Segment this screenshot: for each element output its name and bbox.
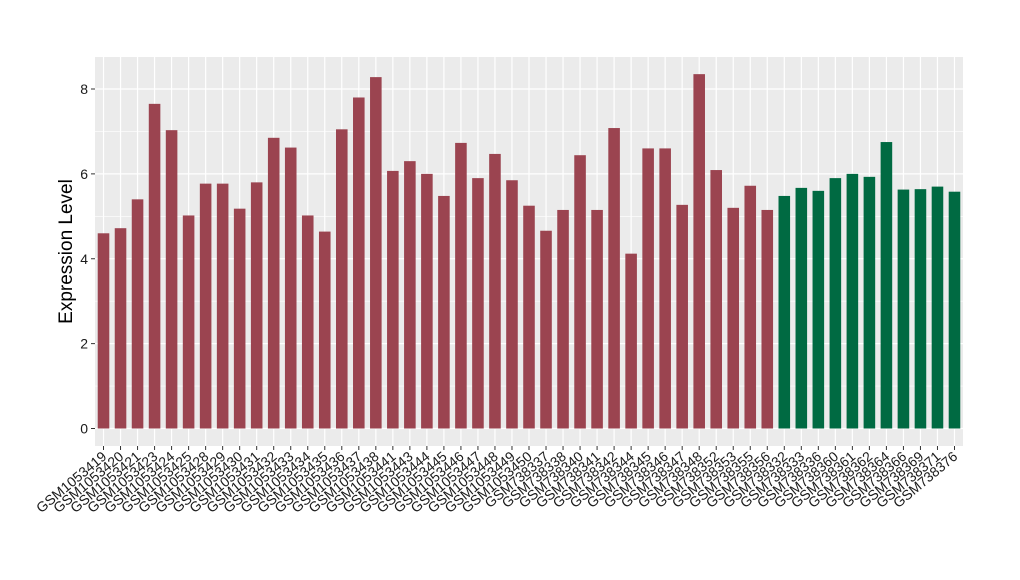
y-tick-label: 6 xyxy=(80,166,88,182)
bar-GSM1053448 xyxy=(489,153,501,429)
bar-GSM1053437 xyxy=(353,97,365,429)
bar-GSM738364 xyxy=(880,142,893,429)
bar-GSM1053425 xyxy=(182,215,195,429)
bar-GSM738333 xyxy=(795,187,808,429)
bar-GSM1053447 xyxy=(472,178,484,429)
y-tick-label: 0 xyxy=(80,421,88,437)
bar-GSM738371 xyxy=(931,186,944,429)
bar-GSM1053420 xyxy=(114,228,127,429)
bar-GSM738345 xyxy=(642,148,654,429)
bar-GSM738352 xyxy=(710,170,723,429)
bar-GSM1053428 xyxy=(199,183,212,429)
bar-GSM738340 xyxy=(574,155,586,429)
y-axis: 0 2 4 6 8 xyxy=(80,81,95,437)
bar-GSM1053419 xyxy=(97,233,110,429)
bar-GSM738361 xyxy=(846,173,859,429)
bar-GSM1053430 xyxy=(233,208,246,429)
bar-GSM738356 xyxy=(761,209,774,429)
x-axis: GSM1053419GSM1053420GSM1053421GSM1053423… xyxy=(33,446,961,516)
bar-GSM1053441 xyxy=(387,170,399,429)
bar-GSM1053438 xyxy=(370,77,382,429)
bar-GSM1053436 xyxy=(335,129,348,429)
bar-GSM1053433 xyxy=(284,147,297,429)
bar-GSM738369 xyxy=(914,189,927,429)
bar-GSM1053431 xyxy=(250,182,263,429)
bar-GSM738338 xyxy=(557,209,569,429)
y-tick-label: 8 xyxy=(80,81,88,97)
y-axis-title: Expression Level xyxy=(56,179,77,324)
bar-GSM738348 xyxy=(693,74,705,429)
bar-GSM1053421 xyxy=(131,199,144,429)
bar-GSM1053423 xyxy=(148,103,161,429)
bar-GSM738366 xyxy=(897,189,910,429)
bar-GSM1053434 xyxy=(301,215,314,429)
bar-GSM1053435 xyxy=(318,231,331,429)
bar-GSM1053445 xyxy=(438,195,450,429)
bar-GSM1053424 xyxy=(165,130,178,429)
bar-GSM738362 xyxy=(863,176,876,429)
bar-GSM1053429 xyxy=(216,183,229,429)
y-tick-label: 2 xyxy=(80,336,88,352)
y-tick-label: 4 xyxy=(80,251,88,267)
bar-GSM738337 xyxy=(540,230,552,429)
bar-GSM1053446 xyxy=(455,142,467,429)
bar-GSM738376 xyxy=(948,191,961,429)
bar-GSM738353 xyxy=(727,207,740,429)
bar-GSM738360 xyxy=(829,178,842,429)
bar-GSM1053450 xyxy=(523,205,535,429)
bar-GSM738347 xyxy=(676,204,688,429)
bar-GSM738332 xyxy=(778,195,791,429)
bars-group xyxy=(97,74,961,429)
bar-GSM1053432 xyxy=(267,137,280,429)
bar-GSM738344 xyxy=(625,253,637,429)
bar-GSM738341 xyxy=(591,209,603,429)
bar-GSM738355 xyxy=(744,185,757,429)
bar-GSM1053443 xyxy=(404,161,416,429)
bar-GSM738342 xyxy=(608,128,620,429)
bar-GSM738336 xyxy=(812,190,825,429)
bar-GSM1053444 xyxy=(421,173,433,429)
bar-GSM738346 xyxy=(659,148,671,429)
bar-GSM1053449 xyxy=(506,180,518,429)
